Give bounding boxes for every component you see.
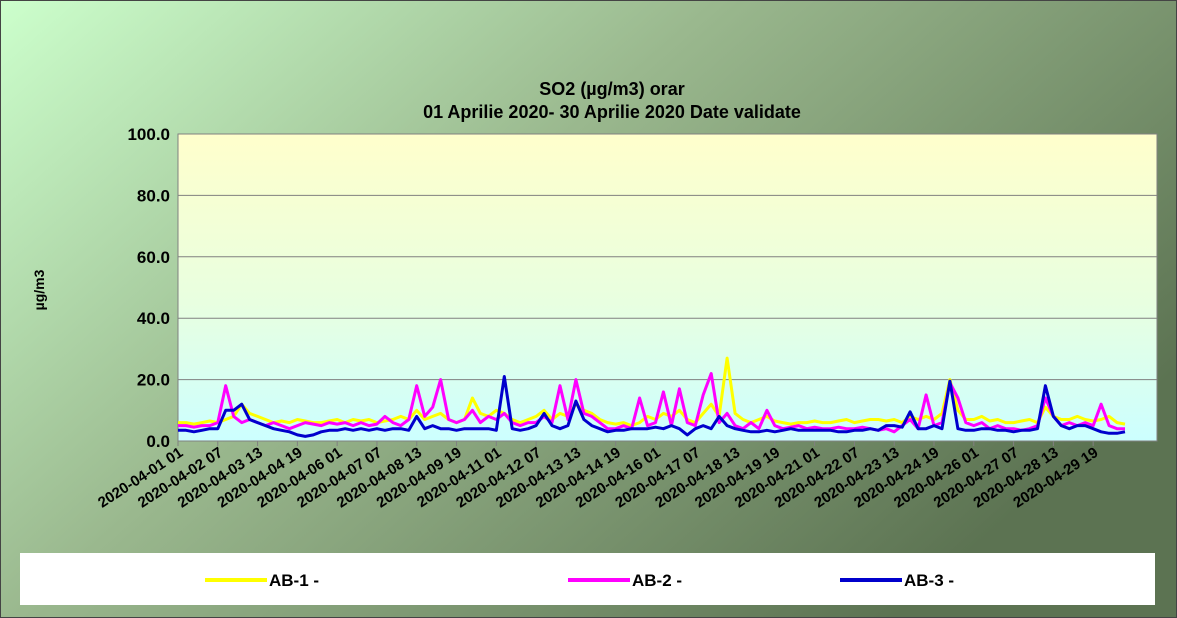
chart-subtitle: 01 Aprilie 2020- 30 Aprilie 2020 Date va… <box>423 102 801 122</box>
series-line <box>178 375 1126 438</box>
series-line <box>178 356 1126 428</box>
y-tick-label: 80.0 <box>137 186 170 205</box>
series-line <box>178 372 1125 434</box>
y-tick-label: 100.0 <box>127 125 170 144</box>
plot-area <box>177 133 1158 442</box>
legend-label: AB-1 - <box>269 571 319 590</box>
legend-label: AB-2 - <box>632 571 682 590</box>
y-axis-label: µg/m3 <box>31 269 47 310</box>
y-tick-label: 40.0 <box>137 309 170 328</box>
chart-title: SO2 (µg/m3) orar <box>539 79 684 99</box>
y-tick-label: 60.0 <box>137 248 170 267</box>
y-tick-label: 20.0 <box>137 371 170 390</box>
y-tick-label: 0.0 <box>146 432 170 451</box>
legend-label: AB-3 - <box>904 571 954 590</box>
